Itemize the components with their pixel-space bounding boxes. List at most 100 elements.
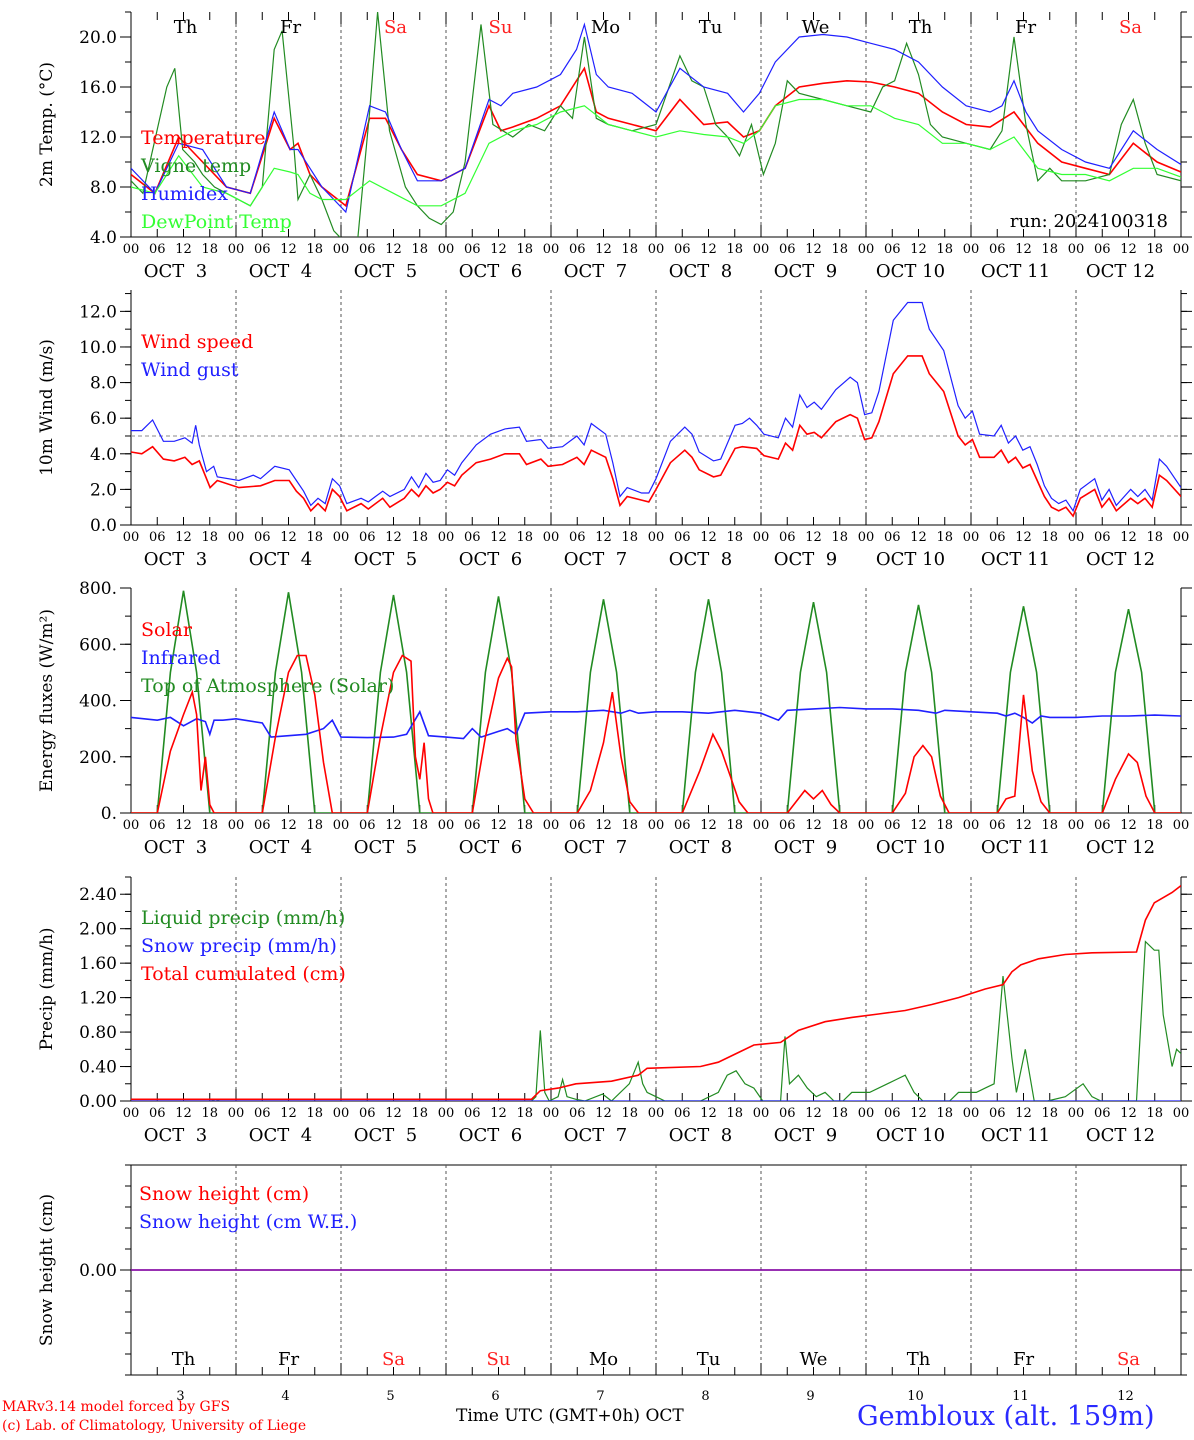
date-label: OCT 3: [144, 261, 207, 282]
date-label: OCT 7: [564, 261, 627, 282]
y-tick-label: 800.: [79, 579, 117, 599]
hour-tick-label: 00: [963, 242, 980, 257]
hour-tick-label: 18: [201, 530, 218, 545]
hour-tick-label: 12: [385, 530, 402, 545]
y-tick-label: 6.0: [90, 409, 117, 429]
hour-tick-label: 06: [569, 530, 586, 545]
date-label: OCT 5: [354, 261, 417, 282]
legend-snow-height-cm-: Snow height (cm): [139, 1183, 309, 1205]
hour-tick-label: 06: [149, 530, 166, 545]
legend-wind-speed: Wind speed: [141, 331, 253, 353]
y-tick-label: 0.00: [79, 1261, 117, 1281]
date-label: OCT 7: [564, 549, 627, 570]
date-label: OCT 5: [354, 1125, 417, 1146]
y-tick-label: 0.00: [79, 1092, 117, 1112]
hour-tick-label: 18: [621, 818, 638, 833]
hour-tick-label: 00: [648, 242, 665, 257]
hour-tick-label: 00: [228, 530, 245, 545]
day-name-label: Tu: [697, 1349, 721, 1370]
day-name-label: Th: [907, 1349, 931, 1370]
day-name-label: Su: [487, 1349, 511, 1370]
hour-tick-label: 12: [1120, 242, 1137, 257]
hour-tick-label: 12: [910, 1106, 927, 1121]
legend-total-cumulated-cm-: Total cumulated (cm): [141, 963, 346, 985]
date-number-label: 3: [176, 1389, 184, 1404]
day-name-label: Mo: [591, 17, 620, 38]
hour-tick-label: 12: [910, 242, 927, 257]
hour-tick-label: 00: [543, 530, 560, 545]
hour-tick-label: 18: [1146, 530, 1163, 545]
y-tick-label: 8.0: [90, 374, 117, 394]
day-name-label: Th: [909, 17, 933, 38]
day-name-label: Sa: [382, 1349, 405, 1370]
hour-tick-label: 12: [1120, 530, 1137, 545]
series-line-infrared: [131, 706, 1181, 740]
hour-tick-label: 18: [201, 1106, 218, 1121]
hour-tick-label: 06: [254, 530, 271, 545]
hour-tick-label: 00: [648, 1106, 665, 1121]
date-label: OCT 10: [876, 261, 945, 282]
hour-tick-label: 18: [621, 1106, 638, 1121]
series-line-solar: [131, 654, 1181, 813]
station-label: Gembloux (alt. 159m): [857, 1401, 1155, 1432]
hour-tick-label: 12: [805, 818, 822, 833]
model-credit: MARv3.14 model forced by GFS: [2, 1399, 231, 1415]
hour-tick-label: 00: [123, 530, 140, 545]
legend-snow-height-cm-w-e-: Snow height (cm W.E.): [139, 1211, 357, 1233]
hour-tick-label: 00: [438, 530, 455, 545]
hour-tick-label: 00: [333, 1106, 350, 1121]
hour-tick-label: 00: [228, 818, 245, 833]
series-line-liquid-precip-mm-h-: [131, 940, 1181, 1101]
legend-liquid-precip-mm-h-: Liquid precip (mm/h): [141, 907, 345, 929]
hour-tick-label: 18: [936, 530, 953, 545]
hour-tick-label: 06: [464, 818, 481, 833]
date-number-label: 6: [491, 1389, 499, 1404]
hour-tick-label: 06: [569, 242, 586, 257]
hour-tick-label: 18: [831, 818, 848, 833]
hour-tick-label: 00: [963, 530, 980, 545]
date-label: OCT 8: [669, 1125, 732, 1146]
hour-tick-label: 12: [910, 818, 927, 833]
hour-tick-label: 12: [385, 1106, 402, 1121]
date-label: OCT 11: [981, 837, 1050, 858]
panel-2: [120, 290, 1192, 526]
day-name-label: Mo: [589, 1349, 618, 1370]
legend-vigne-temp: Vigne temp: [140, 155, 251, 177]
hour-tick-label: 18: [306, 530, 323, 545]
date-label: OCT 8: [669, 837, 732, 858]
hour-tick-label: 18: [726, 1106, 743, 1121]
hour-tick-label: 12: [175, 242, 192, 257]
hour-tick-label: 00: [543, 818, 560, 833]
day-name-label: Fr: [1013, 1349, 1034, 1370]
hour-tick-label: 12: [700, 530, 717, 545]
hour-tick-label: 00: [858, 530, 875, 545]
hour-tick-label: 18: [1041, 242, 1058, 257]
hour-tick-label: 00: [333, 242, 350, 257]
y-tick-label: 400.: [79, 692, 117, 712]
date-label: OCT 12: [1086, 837, 1155, 858]
day-name-label: We: [800, 1349, 828, 1370]
series-line-wind-gust: [131, 301, 1181, 513]
date-label: OCT 6: [459, 837, 522, 858]
y-tick-label: 2.0: [90, 480, 117, 500]
hour-tick-label: 18: [306, 1106, 323, 1121]
hour-tick-label: 18: [1146, 1106, 1163, 1121]
y-axis-label: 10m Wind (m/s): [37, 339, 57, 476]
y-tick-label: 16.0: [79, 78, 117, 98]
date-label: OCT 4: [249, 549, 312, 570]
hour-tick-label: 12: [385, 242, 402, 257]
hour-tick-label: 06: [464, 242, 481, 257]
date-label: OCT 3: [144, 837, 207, 858]
hour-tick-label: 18: [726, 530, 743, 545]
hour-tick-label: 18: [936, 242, 953, 257]
y-axis-label: Precip (mm/h): [37, 927, 57, 1050]
hour-tick-label: 06: [149, 818, 166, 833]
legend-infrared: Infrared: [141, 647, 221, 669]
hour-tick-label: 00: [1173, 242, 1190, 257]
hour-tick-label: 18: [516, 530, 533, 545]
date-label: OCT 12: [1086, 1125, 1155, 1146]
date-label: OCT 12: [1086, 549, 1155, 570]
hour-tick-label: 06: [674, 242, 691, 257]
legend-solar: Solar: [141, 619, 193, 641]
